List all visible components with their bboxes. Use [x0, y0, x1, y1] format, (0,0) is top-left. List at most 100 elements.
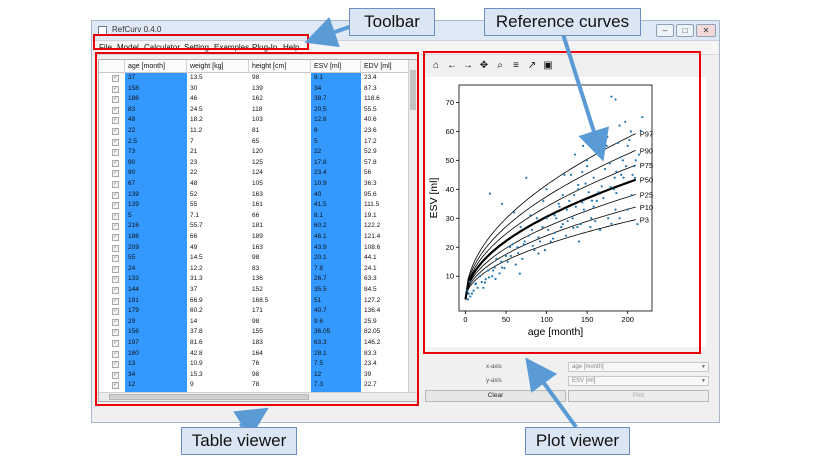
cell-height[interactable]: 81 — [252, 127, 260, 134]
cell-height[interactable]: 139 — [252, 84, 263, 92]
cell-age[interactable]: 156 — [125, 327, 187, 338]
home-icon[interactable]: ⌂ — [432, 60, 440, 71]
cell-age[interactable]: 24 — [125, 263, 187, 275]
cell-height[interactable]: 98 — [252, 254, 260, 262]
cell-weight[interactable]: 15.3 — [190, 370, 203, 378]
row-checkbox[interactable]: ✓ — [112, 255, 119, 263]
cell-weight[interactable]: 66 — [190, 233, 198, 240]
table-row[interactable]: ✓ 156 37.8 155 36.05 82.05 — [99, 327, 409, 338]
cell-weight[interactable]: 18.2 — [190, 116, 203, 124]
cell-height[interactable]: 189 — [252, 233, 263, 240]
cell-age[interactable]: 139 — [125, 200, 187, 211]
row-checkbox[interactable]: ✓ — [112, 340, 119, 347]
cell-weight[interactable]: 31.3 — [190, 275, 203, 283]
cell-esv[interactable]: 36.05 — [311, 327, 361, 338]
cell-edv[interactable]: 52.9 — [364, 148, 377, 156]
cell-weight[interactable]: 10.9 — [190, 360, 203, 368]
cell-edv[interactable]: 17.2 — [364, 137, 377, 145]
cell-age[interactable]: 13 — [125, 359, 187, 370]
menu-help[interactable]: Help — [283, 43, 300, 52]
row-checkbox[interactable]: ✓ — [112, 276, 119, 284]
cell-esv[interactable]: 40 — [311, 189, 361, 201]
cell-age[interactable]: 158 — [125, 83, 187, 95]
cell-esv[interactable]: 60.2 — [311, 221, 361, 232]
table-row[interactable]: ✓ 67 48 105 10.9 36.3 — [99, 179, 409, 190]
menu-calculator[interactable]: Calculator — [144, 43, 181, 52]
cell-edv[interactable]: 23.6 — [364, 127, 377, 134]
row-checkbox[interactable]: ✓ — [112, 212, 119, 220]
table-row[interactable]: ✓ 13 10.9 76 7.5 23.4 — [99, 359, 409, 370]
cell-age[interactable]: 5 — [125, 210, 187, 222]
table-row[interactable]: ✓ 83 24.5 118 20.5 55.5 — [99, 104, 409, 116]
cell-height[interactable]: 120 — [252, 148, 263, 156]
menu-examples[interactable]: Examples — [214, 43, 250, 52]
table-row[interactable]: ✓ 5 7.1 66 8.1 19.1 — [99, 210, 409, 222]
cell-weight[interactable]: 7.1 — [190, 211, 200, 219]
row-checkbox[interactable]: ✓ — [112, 170, 119, 178]
cell-height[interactable]: 66 — [252, 211, 260, 219]
table-row[interactable]: ✓ 24 12.2 83 7.8 24.1 — [99, 263, 409, 275]
cell-height[interactable]: 162 — [252, 95, 263, 103]
cell-edv[interactable]: 36.3 — [364, 180, 377, 187]
cell-esv[interactable]: 63.3 — [311, 338, 361, 349]
cell-height[interactable]: 125 — [252, 158, 263, 166]
row-checkbox[interactable]: ✓ — [112, 350, 119, 358]
row-checkbox[interactable]: ✓ — [112, 128, 119, 135]
table-row[interactable]: ✓ 29 14 98 9.6 25.9 — [99, 316, 409, 328]
row-checkbox[interactable]: ✓ — [112, 308, 119, 316]
cell-weight[interactable]: 7 — [190, 137, 194, 145]
cell-height[interactable]: 98 — [252, 74, 260, 81]
table-row[interactable]: ✓ 209 49 163 43.9 108.6 — [99, 242, 409, 254]
cell-weight[interactable]: 14.5 — [190, 254, 203, 262]
cell-edv[interactable]: 121.4 — [364, 233, 381, 240]
cell-esv[interactable]: 6 — [311, 126, 361, 137]
cell-height[interactable]: 163 — [252, 190, 263, 198]
cell-esv[interactable]: 41.5 — [311, 200, 361, 211]
cell-age[interactable]: 216 — [125, 221, 187, 232]
y-axis-select[interactable]: ESV [ml] ▼ — [568, 376, 709, 386]
table-row[interactable]: ✓ 179 60.2 171 40.7 136.4 — [99, 306, 409, 317]
cell-esv[interactable]: 7.3 — [311, 380, 361, 391]
cell-edv[interactable]: 22.7 — [364, 381, 377, 389]
cell-esv[interactable]: 40.7 — [311, 306, 361, 317]
cell-edv[interactable]: 24.1 — [364, 264, 377, 272]
cell-edv[interactable]: 39 — [364, 370, 372, 378]
cell-weight[interactable]: 66.9 — [190, 296, 203, 304]
cell-height[interactable]: 163 — [252, 243, 263, 251]
cell-age[interactable]: 180 — [125, 348, 187, 360]
table-row[interactable]: ✓ 37 13.5 98 9.1 23.4 — [99, 73, 409, 84]
cell-age[interactable]: 34 — [125, 369, 187, 381]
table-row[interactable]: ✓ 90 22 124 23.4 56 — [99, 168, 409, 179]
menu-setting[interactable]: Setting — [184, 43, 209, 52]
cell-edv[interactable]: 108.6 — [364, 243, 381, 251]
cell-weight[interactable]: 37 — [190, 286, 198, 293]
cell-age[interactable]: 191 — [125, 295, 187, 307]
cell-weight[interactable]: 11.2 — [190, 127, 203, 134]
cell-age[interactable]: 67 — [125, 179, 187, 190]
cell-edv[interactable]: 122.2 — [364, 222, 381, 230]
cell-height[interactable]: 124 — [252, 169, 263, 177]
cell-weight[interactable]: 30 — [190, 84, 198, 92]
table-row[interactable]: ✓ 12 9 78 7.3 22.7 — [99, 380, 409, 391]
row-checkbox[interactable]: ✓ — [112, 234, 119, 241]
cell-esv[interactable]: 12.8 — [311, 115, 361, 126]
cell-age[interactable]: 90 — [125, 157, 187, 169]
cell-age[interactable]: 37 — [125, 73, 187, 84]
table-row[interactable]: ✓ 48 18.2 103 12.8 40.6 — [99, 115, 409, 126]
table-row[interactable]: ✓ 2.5 7 65 5 17.2 — [99, 136, 409, 148]
row-checkbox[interactable]: ✓ — [112, 138, 119, 146]
table-row[interactable]: ✓ 180 42.8 164 28.1 83.3 — [99, 348, 409, 360]
cell-height[interactable]: 171 — [252, 307, 263, 315]
table-row[interactable]: ✓ 191 66.9 168.5 51 127.2 — [99, 295, 409, 307]
cell-esv[interactable]: 8.1 — [311, 210, 361, 222]
esv-chart[interactable]: 0 50 100 150 200 10 20 30 40 50 60 70 age [month] ESV… — [426, 77, 706, 347]
cell-esv[interactable]: 28.1 — [311, 348, 361, 360]
cell-esv[interactable]: 26.7 — [311, 274, 361, 285]
cell-weight[interactable]: 42.8 — [190, 349, 203, 357]
cell-esv[interactable]: 20.5 — [311, 104, 361, 116]
cell-age[interactable]: 2.5 — [125, 136, 187, 148]
column-header-weight[interactable]: weight [kg] — [187, 60, 249, 73]
table-row[interactable]: ✓ 55 14.5 98 20.1 44.1 — [99, 253, 409, 264]
cell-edv[interactable]: 111.5 — [364, 201, 380, 209]
cell-esv[interactable]: 38.7 — [311, 94, 361, 105]
